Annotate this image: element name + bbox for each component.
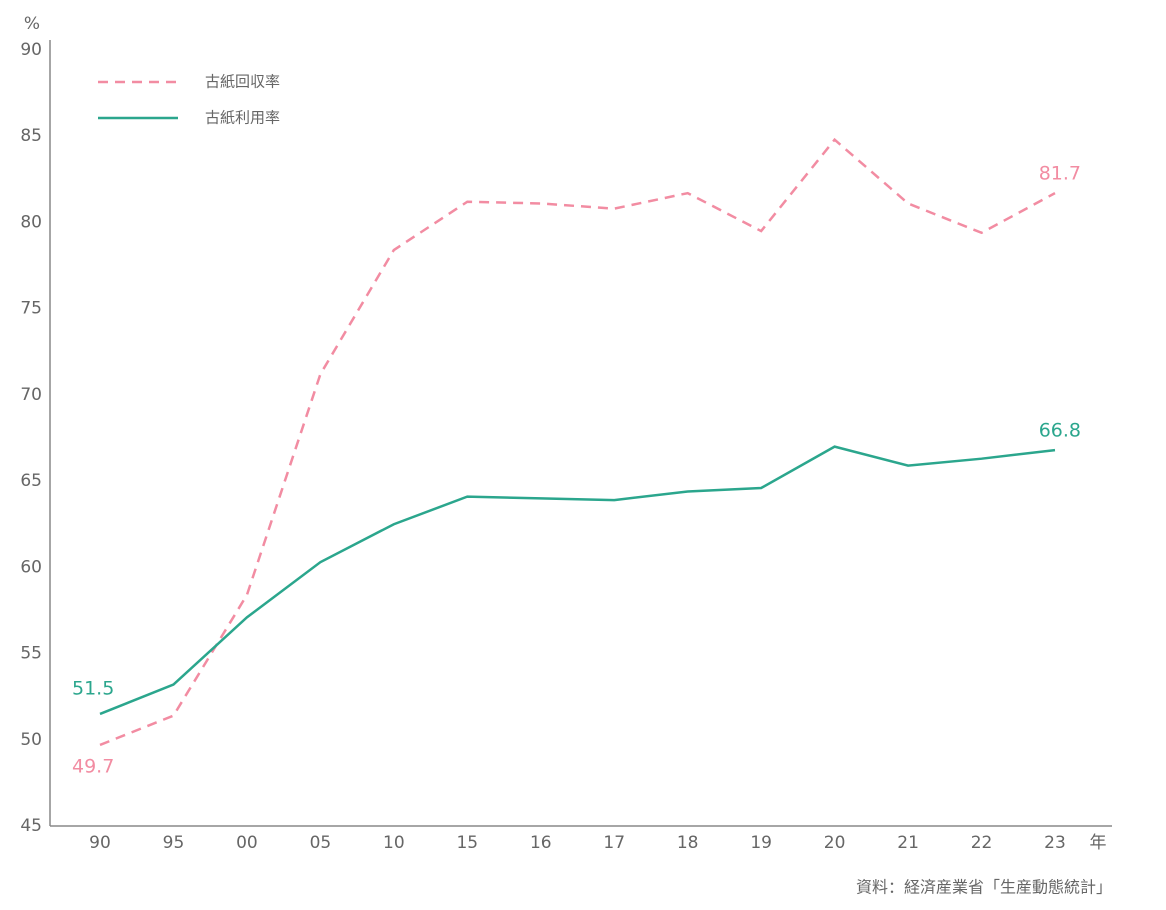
series-line bbox=[99, 137, 1056, 747]
x-tick-label: 16 bbox=[530, 833, 552, 853]
data-label: 81.7 bbox=[1039, 163, 1081, 185]
x-unit: 年 bbox=[1090, 833, 1107, 853]
y-tick-label: 70 bbox=[20, 385, 42, 405]
x-tick-label: 21 bbox=[897, 833, 919, 853]
x-tick-label: 95 bbox=[163, 833, 185, 853]
y-tick-label: 90 bbox=[20, 40, 42, 60]
y-tick-label: 75 bbox=[20, 299, 42, 319]
x-tick-label: 19 bbox=[750, 833, 772, 853]
y-tick-label: 60 bbox=[20, 557, 42, 577]
x-tick-label: 15 bbox=[456, 833, 478, 853]
x-tick-label: 90 bbox=[89, 833, 111, 853]
x-tick-label: 22 bbox=[971, 833, 993, 853]
x-tick-label: 00 bbox=[236, 833, 258, 853]
source-note: 資料：経済産業省「生産動態統計」 bbox=[856, 878, 1112, 897]
legend-label: 古紙利用率 bbox=[205, 109, 280, 127]
x-tick-label: 20 bbox=[824, 833, 846, 853]
x-tick-label: 17 bbox=[603, 833, 625, 853]
x-tick-label: 05 bbox=[310, 833, 332, 853]
x-tick-label: 10 bbox=[383, 833, 405, 853]
data-label: 51.5 bbox=[72, 677, 114, 699]
y-tick-label: 65 bbox=[20, 471, 42, 491]
x-tick-label: 23 bbox=[1044, 833, 1066, 853]
x-tick-label: 18 bbox=[677, 833, 699, 853]
legend-label: 古紙回収率 bbox=[205, 73, 280, 91]
data-label: 49.7 bbox=[72, 755, 114, 777]
y-tick-label: 55 bbox=[20, 644, 42, 664]
data-label: 66.8 bbox=[1039, 420, 1081, 442]
y-tick-label: 80 bbox=[20, 212, 42, 232]
y-tick-label: 50 bbox=[20, 730, 42, 750]
y-tick-label: 45 bbox=[20, 816, 42, 836]
series-line bbox=[99, 445, 1056, 716]
y-tick-label: 85 bbox=[20, 126, 42, 146]
y-unit: % bbox=[24, 14, 40, 34]
